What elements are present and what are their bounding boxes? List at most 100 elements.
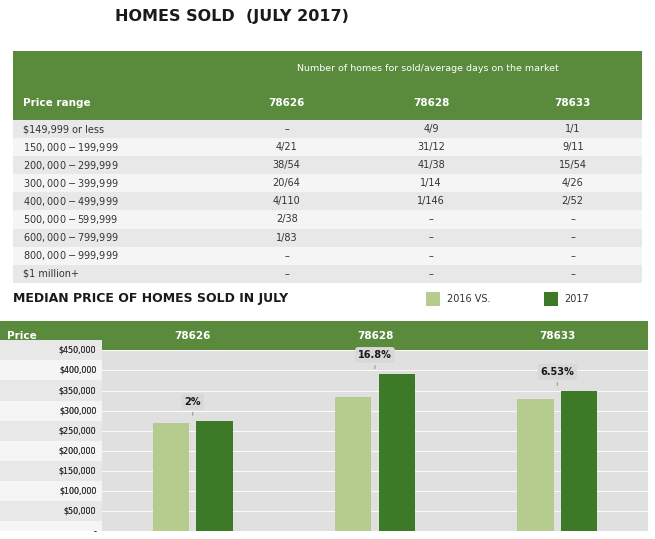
- Text: 1/1: 1/1: [565, 124, 580, 134]
- Text: 78626: 78626: [174, 331, 211, 341]
- Text: $400,000: $400,000: [59, 366, 96, 375]
- FancyBboxPatch shape: [504, 210, 642, 229]
- Text: $400,000: $400,000: [59, 366, 96, 375]
- FancyBboxPatch shape: [214, 174, 359, 192]
- Text: $50,000: $50,000: [64, 507, 96, 516]
- FancyBboxPatch shape: [13, 265, 214, 283]
- Text: $250,000: $250,000: [59, 426, 96, 436]
- Text: 2/38: 2/38: [276, 215, 297, 224]
- Text: 2/52: 2/52: [562, 196, 584, 206]
- FancyBboxPatch shape: [0, 481, 102, 501]
- Text: 78628: 78628: [413, 98, 449, 108]
- FancyBboxPatch shape: [13, 229, 214, 247]
- Text: $400,000-$499,999: $400,000-$499,999: [23, 195, 119, 208]
- Text: 4/26: 4/26: [562, 178, 584, 188]
- FancyBboxPatch shape: [517, 399, 553, 531]
- FancyBboxPatch shape: [214, 51, 642, 86]
- FancyBboxPatch shape: [359, 120, 504, 138]
- Text: $150,000: $150,000: [59, 467, 96, 475]
- Text: –: –: [571, 269, 575, 279]
- FancyBboxPatch shape: [214, 229, 359, 247]
- FancyBboxPatch shape: [359, 192, 504, 210]
- FancyBboxPatch shape: [504, 156, 642, 174]
- Text: –: –: [429, 233, 434, 243]
- Text: 4/21: 4/21: [276, 142, 297, 152]
- FancyBboxPatch shape: [504, 247, 642, 265]
- Text: 4/110: 4/110: [272, 196, 301, 206]
- FancyBboxPatch shape: [13, 86, 214, 120]
- Text: $450,000: $450,000: [59, 346, 96, 355]
- FancyBboxPatch shape: [504, 138, 642, 156]
- Text: $200,000: $200,000: [59, 446, 96, 455]
- FancyBboxPatch shape: [0, 361, 102, 381]
- Text: 1/146: 1/146: [417, 196, 445, 206]
- FancyBboxPatch shape: [196, 420, 233, 531]
- FancyBboxPatch shape: [153, 423, 189, 531]
- Text: 16.8%: 16.8%: [358, 350, 392, 369]
- Text: $100,000: $100,000: [59, 487, 96, 496]
- FancyBboxPatch shape: [426, 292, 440, 306]
- FancyBboxPatch shape: [214, 210, 359, 229]
- FancyBboxPatch shape: [561, 391, 597, 531]
- Text: $50,000: $50,000: [64, 507, 96, 516]
- FancyBboxPatch shape: [359, 229, 504, 247]
- FancyBboxPatch shape: [214, 265, 359, 283]
- Text: –: –: [284, 124, 289, 134]
- FancyBboxPatch shape: [359, 156, 504, 174]
- FancyBboxPatch shape: [504, 120, 642, 138]
- Text: 2%: 2%: [185, 397, 201, 415]
- FancyBboxPatch shape: [359, 247, 504, 265]
- Text: 78633: 78633: [555, 98, 591, 108]
- FancyBboxPatch shape: [504, 192, 642, 210]
- Text: $500,000-$599,999: $500,000-$599,999: [23, 213, 118, 226]
- Text: $200,000-$299,999: $200,000-$299,999: [23, 158, 119, 172]
- Text: $1 million+: $1 million+: [23, 269, 79, 279]
- FancyBboxPatch shape: [102, 321, 284, 350]
- Text: HOMES SOLD  (JULY 2017): HOMES SOLD (JULY 2017): [115, 9, 348, 24]
- FancyBboxPatch shape: [214, 156, 359, 174]
- FancyBboxPatch shape: [0, 521, 102, 531]
- Text: 6.53%: 6.53%: [540, 367, 574, 385]
- Text: 2016 VS.: 2016 VS.: [447, 294, 490, 304]
- Text: Price range: Price range: [23, 98, 90, 108]
- FancyBboxPatch shape: [544, 292, 558, 306]
- FancyBboxPatch shape: [13, 247, 214, 265]
- FancyBboxPatch shape: [13, 51, 214, 86]
- FancyBboxPatch shape: [0, 441, 102, 461]
- Text: –: –: [429, 251, 434, 261]
- FancyBboxPatch shape: [379, 374, 415, 531]
- Text: –: –: [284, 269, 289, 279]
- Text: $150,000: $150,000: [59, 467, 96, 475]
- Text: 78626: 78626: [269, 98, 305, 108]
- FancyBboxPatch shape: [13, 174, 214, 192]
- FancyBboxPatch shape: [214, 138, 359, 156]
- FancyBboxPatch shape: [504, 265, 642, 283]
- Text: 78628: 78628: [357, 331, 393, 341]
- FancyBboxPatch shape: [0, 421, 102, 441]
- Text: $300,000-$399,999: $300,000-$399,999: [23, 177, 119, 190]
- FancyBboxPatch shape: [13, 120, 214, 138]
- Text: $350,000: $350,000: [59, 386, 96, 395]
- Text: 4/9: 4/9: [424, 124, 439, 134]
- Text: 20/64: 20/64: [272, 178, 301, 188]
- Text: $250,000: $250,000: [59, 426, 96, 436]
- Text: $800,000-$999,999: $800,000-$999,999: [23, 249, 119, 262]
- FancyBboxPatch shape: [214, 247, 359, 265]
- Text: $150,000-$199,999: $150,000-$199,999: [23, 141, 119, 154]
- FancyBboxPatch shape: [504, 86, 642, 120]
- Text: –: –: [571, 215, 575, 224]
- FancyBboxPatch shape: [359, 174, 504, 192]
- FancyBboxPatch shape: [0, 501, 102, 521]
- Text: 1/14: 1/14: [421, 178, 442, 188]
- FancyBboxPatch shape: [504, 229, 642, 247]
- Text: MEDIAN PRICE OF HOMES SOLD IN JULY: MEDIAN PRICE OF HOMES SOLD IN JULY: [13, 292, 288, 305]
- Text: -: -: [94, 527, 96, 536]
- Text: –: –: [571, 233, 575, 243]
- Text: 9/11: 9/11: [562, 142, 584, 152]
- FancyBboxPatch shape: [335, 397, 371, 531]
- FancyBboxPatch shape: [13, 192, 214, 210]
- FancyBboxPatch shape: [214, 86, 359, 120]
- Text: 78633: 78633: [539, 331, 576, 341]
- FancyBboxPatch shape: [0, 381, 102, 400]
- FancyBboxPatch shape: [359, 210, 504, 229]
